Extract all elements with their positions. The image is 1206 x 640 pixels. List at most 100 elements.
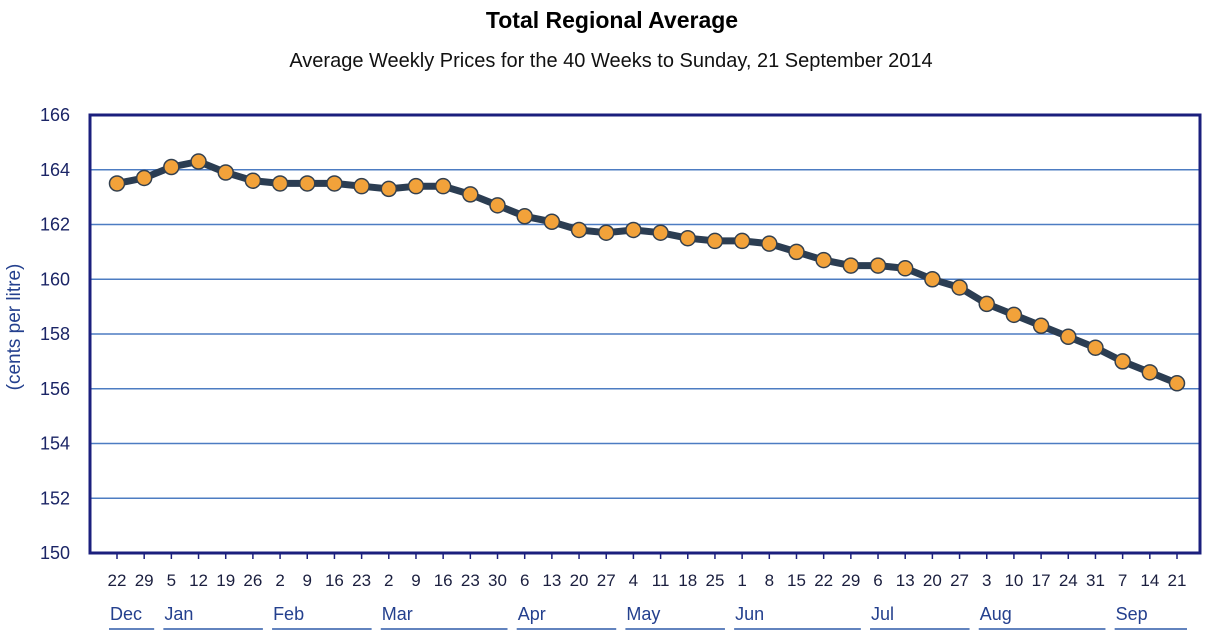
x-tick-label: 16: [325, 571, 344, 590]
y-tick-label: 156: [40, 379, 70, 399]
month-label: Feb: [273, 604, 304, 624]
x-tick-label: 23: [461, 571, 480, 590]
x-tick-label: 27: [597, 571, 616, 590]
data-point: [407, 177, 425, 195]
data-point: [1087, 339, 1104, 356]
x-tick-label: 13: [896, 571, 915, 590]
data-point: [434, 177, 452, 195]
y-tick-label: 166: [40, 105, 70, 125]
data-point: [353, 177, 370, 195]
data-point: [761, 235, 778, 252]
data-point: [163, 158, 180, 176]
x-tick-label: 2: [384, 571, 393, 590]
month-label: Apr: [518, 604, 546, 624]
data-point: [1114, 353, 1131, 370]
x-tick-label: 19: [216, 571, 235, 590]
x-tick-label: 14: [1140, 571, 1159, 590]
data-point: [244, 172, 262, 189]
x-tick-label: 25: [705, 571, 724, 590]
data-point: [842, 257, 860, 274]
x-tick-label: 7: [1118, 571, 1127, 590]
data-point: [516, 208, 533, 225]
month-label: Jan: [164, 604, 193, 624]
y-axis-label: (cents per litre): [4, 264, 25, 391]
data-point: [869, 257, 887, 274]
month-label: Jul: [871, 604, 894, 624]
data-point: [380, 180, 398, 198]
x-tick-label: 4: [629, 571, 638, 590]
x-tick-label: 13: [542, 571, 561, 590]
data-point: [299, 175, 316, 192]
month-label: Jun: [735, 604, 764, 624]
x-tick-label: 29: [135, 571, 154, 590]
data-point: [597, 224, 615, 241]
data-point: [788, 243, 805, 261]
month-label: Aug: [980, 604, 1012, 624]
x-tick-label: 30: [488, 571, 507, 590]
data-point: [679, 229, 697, 247]
x-tick-label: 8: [765, 571, 774, 590]
x-tick-label: 9: [303, 571, 312, 590]
y-tick-label: 160: [40, 269, 70, 289]
x-tick-label: 12: [189, 571, 208, 590]
month-label: May: [626, 604, 660, 624]
data-point: [733, 232, 751, 250]
chart-title: Total Regional Average: [486, 7, 738, 33]
x-tick-label: 24: [1059, 571, 1078, 590]
data-point: [462, 186, 479, 203]
data-point: [924, 271, 941, 288]
data-point: [489, 197, 506, 214]
data-point: [217, 164, 234, 181]
data-point: [951, 279, 968, 296]
x-tick-label: 6: [873, 571, 882, 590]
data-point: [326, 175, 343, 192]
x-tick-label: 2: [275, 571, 284, 590]
data-point: [815, 251, 832, 269]
data-point: [1168, 375, 1186, 392]
x-tick-label: 20: [923, 571, 942, 590]
x-tick-label: 5: [167, 571, 176, 590]
data-point: [135, 169, 153, 187]
y-tick-label: 164: [40, 160, 70, 180]
y-tick-label: 152: [40, 488, 70, 508]
month-label: Mar: [382, 604, 413, 624]
x-tick-label: 26: [243, 571, 262, 590]
y-tick-label: 150: [40, 543, 70, 563]
x-tick-label: 3: [982, 571, 991, 590]
x-tick-label: 15: [787, 571, 806, 590]
data-point: [896, 260, 914, 277]
y-tick-label: 158: [40, 324, 70, 344]
y-tick-label: 154: [40, 434, 70, 454]
y-axis-tick-labels: 150 152 154 156 158 160 162 164 166: [40, 105, 70, 563]
series-group: [108, 153, 1186, 392]
x-tick-label: 20: [570, 571, 589, 590]
x-tick-label: 9: [411, 571, 420, 590]
y-tick-label: 162: [40, 215, 70, 235]
x-tick-label: 22: [108, 571, 127, 590]
data-point: [543, 213, 561, 231]
x-tick-label: 16: [434, 571, 453, 590]
x-tick-label: 22: [814, 571, 833, 590]
series-line: [113, 158, 1181, 387]
data-point: [570, 221, 588, 239]
data-point: [978, 295, 995, 313]
month-labels: Dec Jan Feb Mar Apr May Jun Jul Aug Sep: [109, 604, 1187, 630]
x-tick-label: 23: [352, 571, 371, 590]
data-point: [625, 221, 642, 239]
data-point: [1060, 328, 1077, 345]
x-tick-label: 31: [1086, 571, 1105, 590]
data-point: [1005, 306, 1023, 324]
x-tick-label: 21: [1168, 571, 1187, 590]
data-point: [1141, 364, 1159, 381]
chart-subtitle: Average Weekly Prices for the 40 Weeks t…: [289, 50, 932, 72]
x-tick-label: 10: [1004, 571, 1023, 590]
plot-frame: [88, 113, 1202, 555]
x-tick-label: 27: [950, 571, 969, 590]
data-point: [271, 175, 289, 192]
data-point: [190, 153, 207, 170]
data-point: [108, 175, 126, 192]
month-label: Dec: [110, 604, 142, 624]
x-tick-label: 1: [737, 571, 746, 590]
data-point: [1032, 317, 1050, 335]
